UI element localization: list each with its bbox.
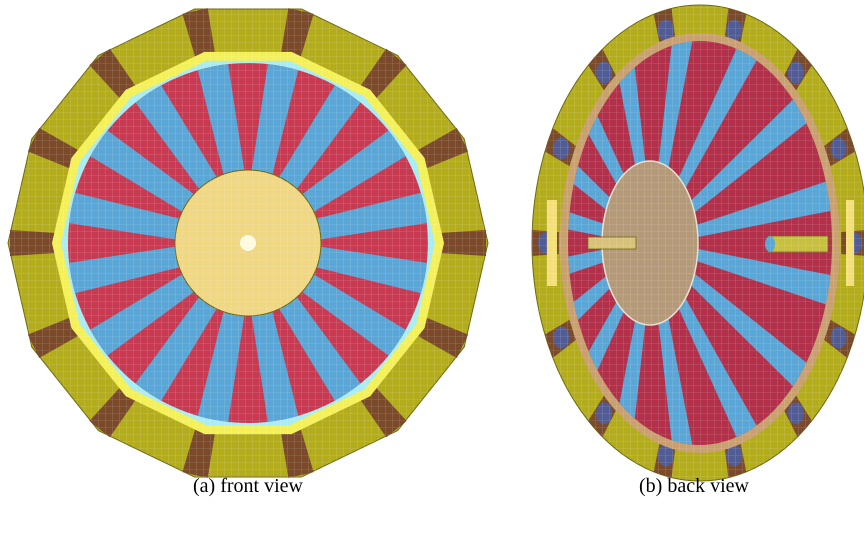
mesh [532, 5, 864, 481]
back-view [429, 0, 864, 535]
caption: (a) front view [193, 475, 304, 497]
caption: (b) back view [639, 475, 750, 497]
figure: (a) front view (b) back view [0, 0, 864, 535]
front-view [8, 8, 488, 478]
mesh [8, 9, 488, 477]
